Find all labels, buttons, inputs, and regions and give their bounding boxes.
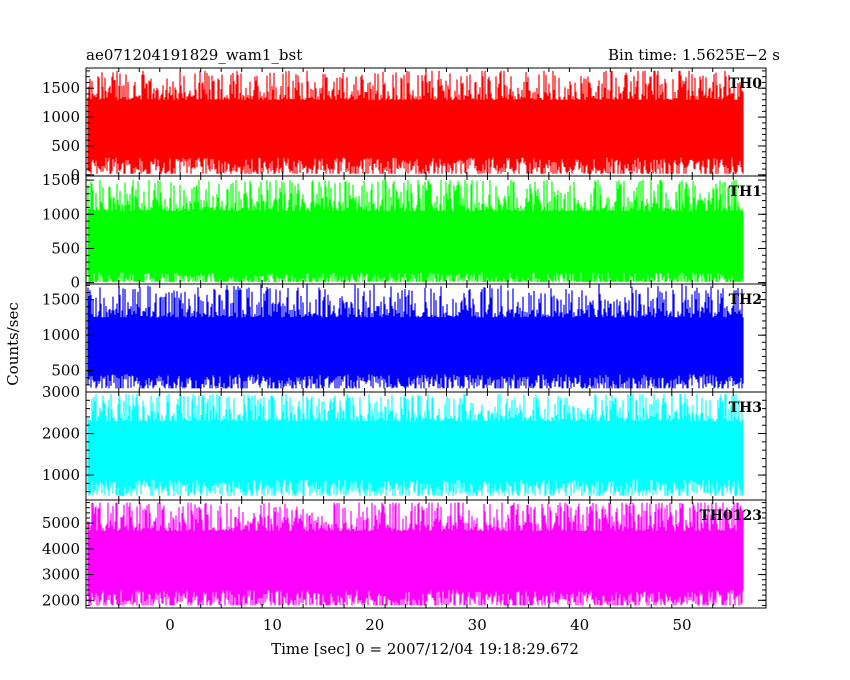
panel-label-th3: TH3 [729, 400, 762, 416]
y-tick-label-th2: 1000 [42, 326, 80, 344]
bin-time-label: Bin time: 1.5625E−2 s [608, 46, 780, 64]
y-tick-label-th3: 3000 [42, 383, 80, 401]
x-tick-label: 20 [365, 616, 384, 634]
panel-th3 [87, 394, 744, 496]
panel-label-th1: TH1 [729, 184, 762, 200]
panel-th0 [87, 70, 744, 174]
panels-group [87, 70, 744, 606]
panel-th0123-frame [85, 499, 767, 609]
chart-title: ae071204191829_wam1_bst [86, 46, 302, 64]
y-tick-label-th3: 2000 [42, 425, 80, 443]
y-tick-label-th1: 500 [51, 239, 80, 257]
panel-label-th0: TH0 [729, 76, 763, 92]
y-tick-label-th0123: 4000 [42, 540, 80, 558]
y-tick-label-th3: 1000 [42, 466, 80, 484]
panel-label-th0123: TH0123 [699, 508, 762, 524]
panel-th1 [87, 180, 744, 282]
panel-label-th2: TH2 [729, 292, 762, 308]
y-tick-label-th0123: 3000 [42, 566, 80, 584]
y-tick-label-th1: 0 [70, 274, 80, 292]
y-tick-label-th0123: 5000 [42, 514, 80, 532]
series-th0123-trace [87, 502, 744, 606]
panel-th2 [87, 284, 744, 389]
series-th2-trace [87, 284, 744, 389]
series-th3-trace [87, 394, 744, 496]
series-th1-trace [87, 180, 744, 282]
y-tick-label-th0: 500 [51, 137, 80, 155]
ticks-group: 0500100015000500100015005001000150010002… [42, 68, 766, 634]
y-tick-label-th0123: 2000 [42, 591, 80, 609]
x-tick-label: 30 [468, 616, 487, 634]
y-axis-title: Counts/sec [4, 302, 22, 386]
y-tick-label-th1: 1000 [42, 205, 80, 223]
y-tick-label-th0: 0 [70, 166, 80, 184]
x-axis-title: Time [sec] 0 = 2007/12/04 19:18:29.672 [271, 640, 579, 658]
x-tick-label: 40 [570, 616, 589, 634]
y-tick-label-th1: 1500 [42, 171, 80, 189]
y-tick-label-th0: 1500 [42, 79, 80, 97]
x-tick-label: 50 [672, 616, 691, 634]
x-tick-label: 10 [263, 616, 282, 634]
panel-th0123 [87, 502, 744, 606]
series-th0-trace [87, 70, 744, 174]
frame-group: TH0 TH1 TH2 TH3 TH0123 [85, 67, 767, 609]
x-tick-label: 0 [165, 616, 175, 634]
y-tick-label-th0: 1000 [42, 108, 80, 126]
y-tick-label-th2: 500 [51, 362, 80, 380]
y-tick-label-th2: 1500 [42, 291, 80, 309]
